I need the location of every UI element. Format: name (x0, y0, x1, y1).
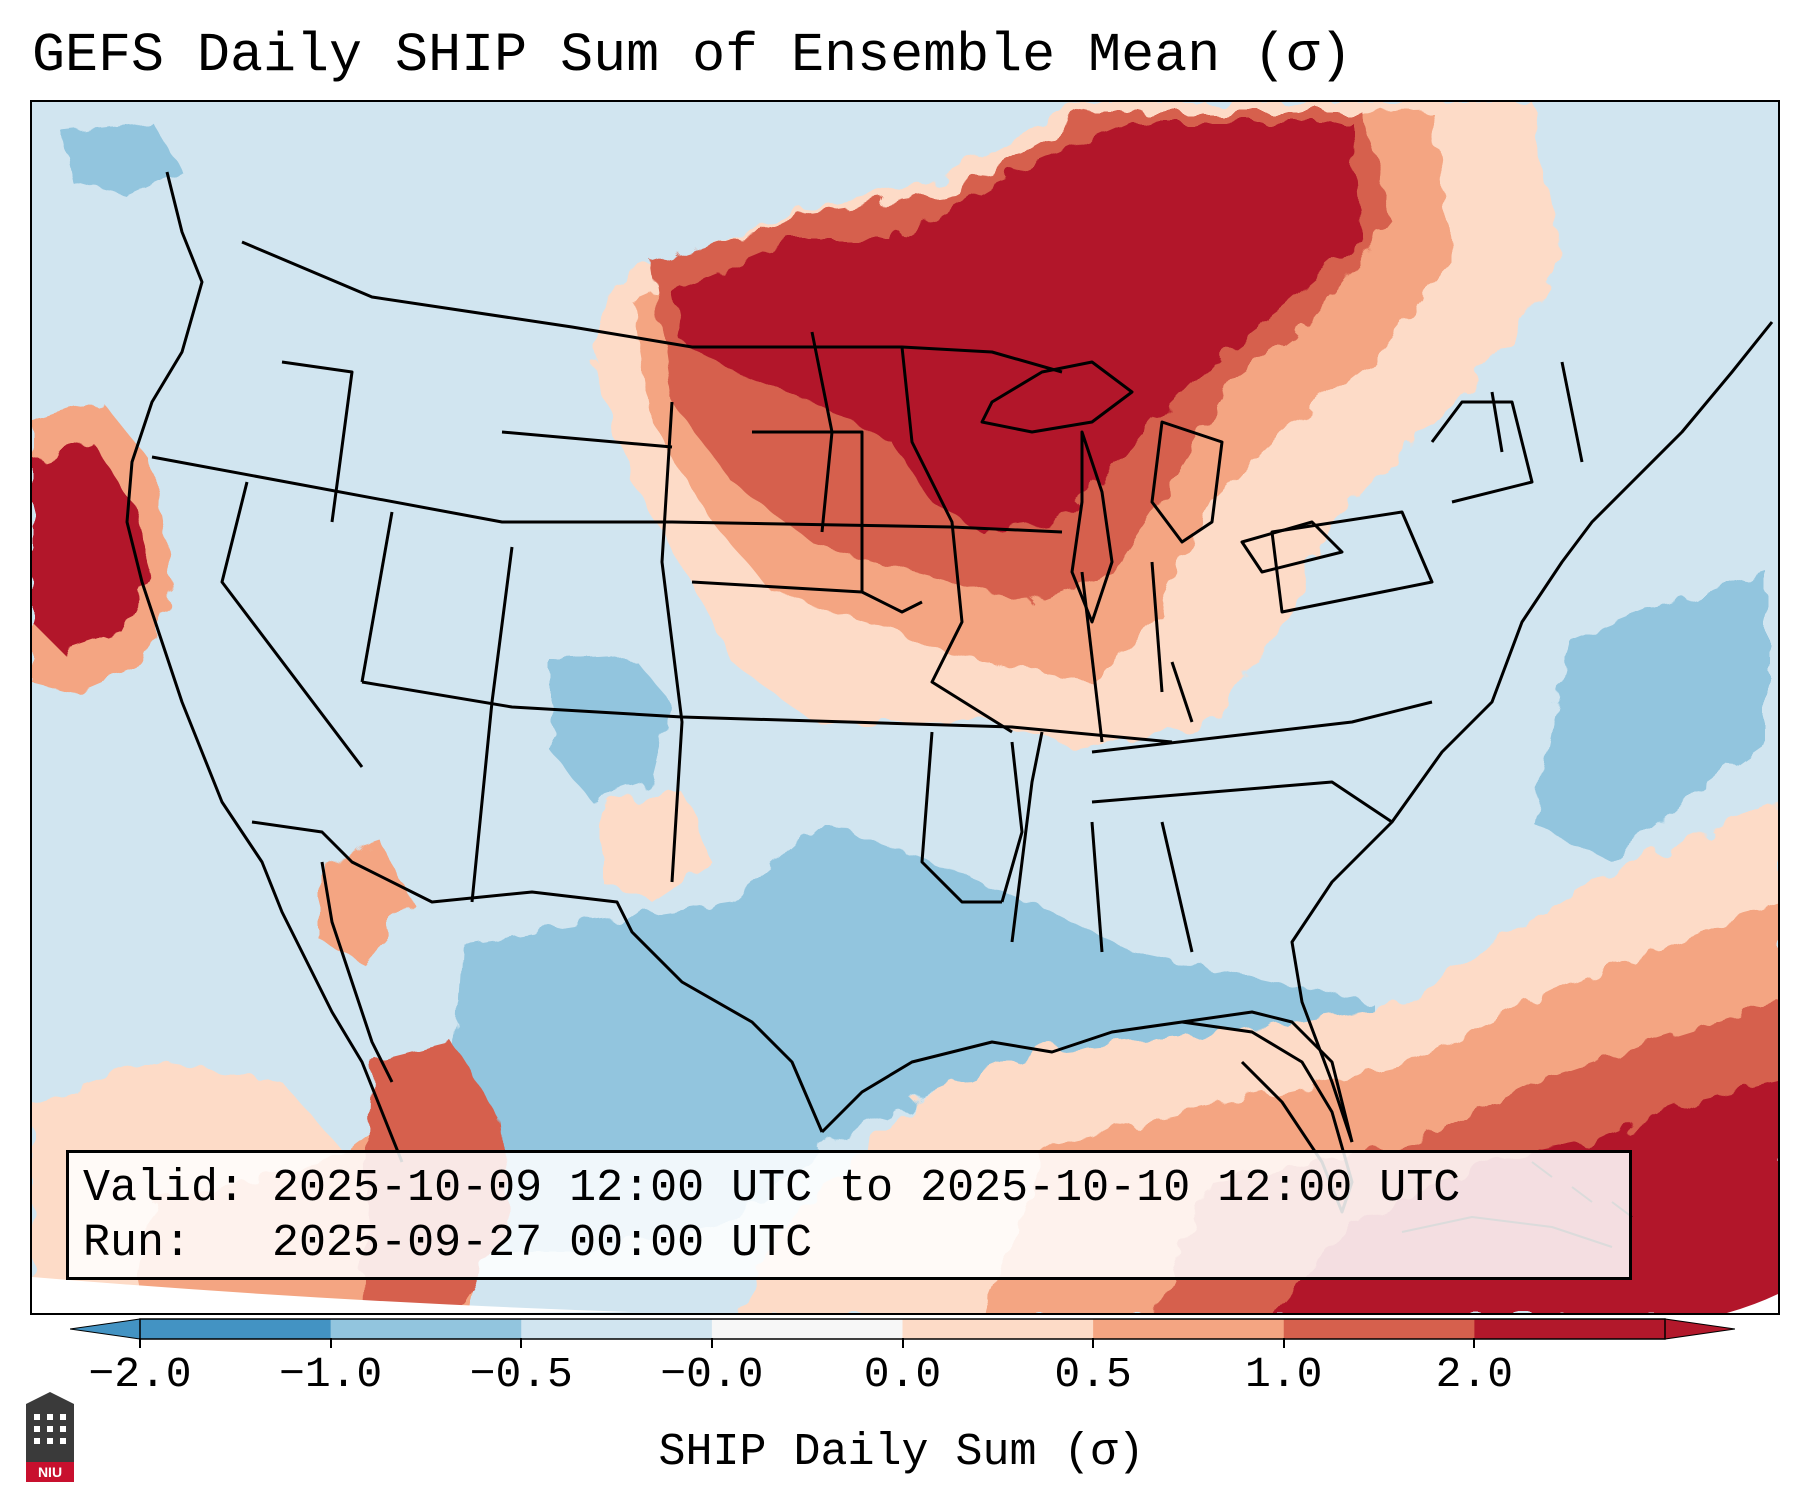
colorbar-segment (902, 1319, 1094, 1339)
colorbar-tick-mark (901, 1338, 904, 1348)
anomaly-patch-negative (552, 657, 672, 802)
border-mexico-us (251, 820, 824, 1133)
projection-edge (32, 1277, 632, 1313)
great-lakes (1240, 520, 1344, 574)
colorbar-segment (1093, 1319, 1285, 1339)
colorbar-tick-mark (1473, 1338, 1476, 1348)
anomaly-patch-negative (62, 122, 182, 197)
run-value: 2025-09-27 00:00 UTC (272, 1218, 813, 1269)
colorbar-tick-mark (520, 1338, 523, 1348)
colorbar-tick-label: 2.0 (1435, 1350, 1514, 1399)
valid-label: Valid: (83, 1163, 246, 1214)
great-lakes (1150, 420, 1224, 544)
chart-title: GEFS Daily SHIP Sum of Ensemble Mean (σ) (32, 24, 1353, 87)
anomaly-field (32, 102, 1778, 1313)
colorbar-segment (521, 1319, 713, 1339)
great-lakes (980, 360, 1134, 434)
colorbar-segment (140, 1319, 332, 1339)
baja (320, 861, 394, 1083)
run-row: Run: 2025-09-27 00:00 UTC (83, 1216, 1615, 1271)
colorbar-tick-mark (710, 1338, 713, 1348)
valid-value: 2025-10-09 12:00 UTC to 2025-10-10 12:00… (272, 1163, 1461, 1214)
colorbar-extend-low (70, 1318, 141, 1340)
validity-info-box: Valid: 2025-10-09 12:00 UTC to 2025-10-1… (66, 1150, 1632, 1280)
logo-text: NIU (38, 1464, 62, 1480)
anomaly-patch-negative (452, 822, 1372, 1252)
anomaly-patch-positive (672, 122, 1362, 532)
projection-edge (1726, 1293, 1778, 1313)
colorbar-segment (1283, 1319, 1475, 1339)
colorbar-segment (1474, 1319, 1666, 1339)
coastline-west (125, 171, 404, 1163)
anomaly-patch-positive (602, 792, 712, 902)
run-label: Run: (83, 1218, 192, 1269)
great-lakes (1070, 430, 1114, 624)
map-svg (32, 102, 1778, 1313)
colorbar-tick-mark (139, 1338, 141, 1348)
coastline-gulf (820, 1010, 1354, 1143)
coastline-east (1290, 321, 1774, 1143)
colorbar-tick-label: 0.0 (863, 1350, 942, 1399)
map-panel (30, 100, 1780, 1315)
colorbar-tick-label: −2.0 (88, 1350, 192, 1399)
anomaly-patch-positive (322, 842, 412, 962)
colorbar-tick-label: −0.5 (469, 1350, 573, 1399)
colorbar-tick-mark (1092, 1338, 1095, 1348)
colorbar-tick-label: −0.0 (660, 1350, 764, 1399)
colorbar-tick-label: 0.5 (1054, 1350, 1132, 1399)
colorbar-tick-mark (1282, 1338, 1285, 1348)
colorbar (70, 1318, 1735, 1340)
niu-logo: NIU (26, 1392, 74, 1482)
colorbar-extend-high (1664, 1318, 1735, 1340)
boundaries (125, 171, 1774, 1248)
colorbar-tick-mark (329, 1338, 332, 1348)
colorbar-tick-label: 1.0 (1245, 1350, 1323, 1399)
colorbar-ticks: −2.0 −1.0 −0.5 −0.0 0.0 0.5 1.0 2.0 (0, 1338, 1803, 1402)
border-canada-us (241, 240, 1063, 374)
anomaly-patch-positive (32, 442, 152, 652)
colorbar-segment (330, 1319, 522, 1339)
valid-row: Valid: 2025-10-09 12:00 UTC to 2025-10-1… (83, 1161, 1615, 1216)
colorbar-segment (711, 1319, 903, 1339)
colorbar-label: SHIP Daily Sum (σ) (658, 1427, 1145, 1478)
colorbar-tick-label: −1.0 (279, 1350, 383, 1399)
anomaly-patch-negative (1532, 572, 1767, 862)
